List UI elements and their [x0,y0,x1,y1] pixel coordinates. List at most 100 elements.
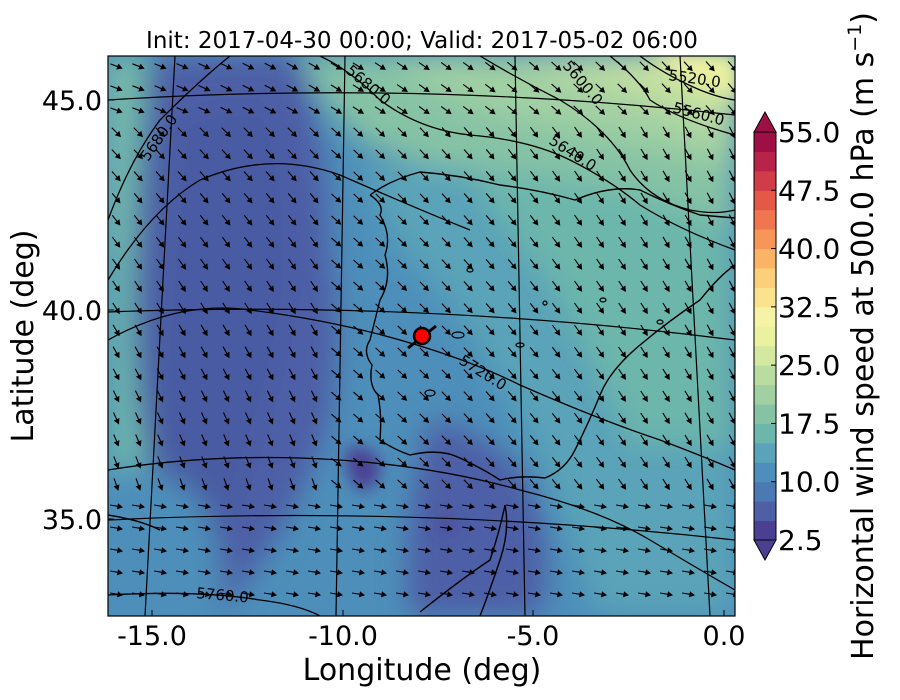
wind-arrow [441,171,451,182]
wind-arrow [704,547,718,554]
wind-arrow [156,412,164,425]
wind-arrow [199,127,209,138]
wind-vectors [110,61,735,598]
wind-arrow [242,106,255,114]
wind-arrow [176,85,189,92]
wind-arrow [485,193,495,204]
wind-arrow [288,258,297,270]
wind-arrow [662,324,670,337]
wind-arrow [662,258,670,271]
wind-arrow [618,192,626,205]
wind-arrow [397,281,408,291]
wind-arrow [264,62,277,70]
wind-arrow [704,503,718,510]
wind-arrow [594,525,608,532]
wind-arrow [638,525,652,532]
wind-arrow [353,127,364,137]
wind-arrow [441,479,451,489]
wind-arrow [134,302,142,315]
wind-arrow [463,303,473,314]
wind-arrow [375,281,386,291]
wind-arrow [201,478,208,491]
wind-arrow [200,390,208,403]
wind-arrow [440,62,452,71]
wind-arrow [573,390,583,402]
wind-arrow [638,547,652,554]
wind-arrow [727,105,735,115]
wind-arrow [684,148,692,161]
wind-arrow [550,525,564,532]
wind-arrow [551,412,561,424]
wind-arrow [310,412,318,425]
wind-arrow [506,503,520,510]
wind-arrow [640,346,648,358]
wind-arrow [223,456,230,469]
wind-arrow [308,525,322,532]
wind-arrow [484,105,496,115]
wind-arrow [134,390,142,403]
wind-arrow [506,591,520,598]
wind-arrow [596,214,605,226]
wind-arrow [441,237,451,248]
wind-arrow [265,193,275,204]
wind-arrow [462,525,476,532]
wind-arrow [507,391,517,402]
wind-arrow [440,569,454,576]
wind-arrow [330,569,344,576]
wind-arrow [507,479,517,490]
wind-arrow [286,62,299,70]
wind-arrow [375,193,386,203]
wind-arrow [176,107,189,114]
wind-arrow [286,525,300,532]
wind-arrow [618,214,626,226]
wind-arrow [264,547,278,554]
wind-arrow [462,61,474,71]
wind-arrow [463,457,473,468]
wind-arrow [682,591,696,598]
wind-arrow [157,456,164,469]
wind-arrow [616,503,630,510]
wind-arrow [331,127,342,137]
wind-arrow [618,368,627,380]
wind-arrow [288,346,296,359]
wind-arrow [638,503,652,510]
wind-arrow [287,127,297,138]
wind-arrow [662,148,670,161]
wind-arrow [594,503,608,510]
wind-arrow [640,478,648,490]
wind-arrow [463,347,473,358]
wind-arrow [375,457,386,467]
wind-arrow [419,127,429,138]
wind-arrow [529,126,539,138]
wind-arrow [112,258,121,270]
wind-arrow [264,525,278,532]
plot-frame [107,55,736,617]
wind-arrow [330,457,342,467]
wind-arrow [705,105,715,116]
wind-arrow [374,547,388,554]
wind-arrow [726,569,735,576]
wind-arrow [178,368,186,381]
wind-arrow [618,236,626,248]
wind-arrow [178,280,186,292]
wind-arrow [596,236,605,248]
wind-arrow [684,302,692,315]
wind-arrow [266,346,274,359]
wind-arrow [485,171,495,182]
wind-arrow [573,456,583,468]
wind-arrow [134,412,142,425]
wind-arrow [616,547,630,554]
wind-arrow [264,503,278,510]
wind-arrow [264,84,277,92]
wind-arrow [662,456,670,469]
wind-arrow [463,325,473,336]
wind-arrow [375,391,386,401]
wind-arrow [507,303,517,314]
wind-arrow [200,302,208,315]
wind-arrow [375,479,386,489]
wind-arrow [353,369,364,379]
wind-arrow [485,259,495,270]
wind-arrow [353,281,364,291]
wind-arrow [134,368,142,381]
colorbar-tick-label: 10.0 [778,466,840,499]
